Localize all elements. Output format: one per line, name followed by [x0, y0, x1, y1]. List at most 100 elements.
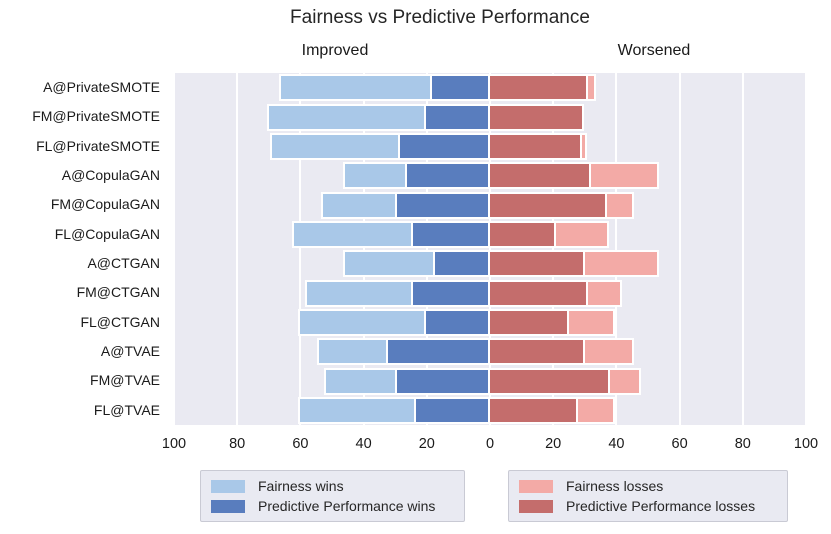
bar-segment-predictive-wins: [393, 191, 492, 219]
x-axis-ticks: 100 80 60 40 20 0 20 40 60 80 100: [162, 436, 818, 456]
gridline: [236, 73, 239, 425]
bar-segment-predictive-wins: [409, 220, 492, 248]
x-tick-label: 20: [545, 436, 562, 452]
bar-segment-predictive-wins: [383, 338, 492, 366]
legend-entry-predictive-wins: Predictive Performance wins: [211, 498, 454, 514]
bar-segment-predictive-losses: [488, 103, 584, 131]
x-tick-label: 20: [418, 436, 435, 452]
bar-segment-fairness-wins: [266, 103, 426, 131]
bar-segment-predictive-wins: [412, 396, 492, 424]
bar-segment-predictive-losses: [488, 74, 590, 102]
y-axis-label: FM@PrivateSMOTE: [32, 108, 160, 125]
gridline: [805, 73, 807, 425]
bar-segment-predictive-wins: [393, 367, 492, 395]
bar-segment-fairness-losses: [582, 338, 635, 366]
x-tick-label: 80: [734, 436, 751, 452]
y-axis-labels: A@PrivateSMOTE FM@PrivateSMOTE FL@PrivateS…: [0, 73, 166, 425]
y-axis-label: A@PrivateSMOTE: [43, 79, 160, 95]
bar-segment-fairness-wins: [292, 220, 413, 248]
bar-segment-predictive-wins: [396, 132, 492, 160]
legend-entry-fairness-losses: Fairness losses: [519, 478, 777, 494]
y-axis-label: A@TVAE: [100, 343, 160, 359]
gridline: [425, 73, 428, 425]
y-axis-label: FM@CTGAN: [76, 284, 160, 301]
gridline: [552, 73, 555, 425]
x-tick-label: 100: [161, 436, 187, 452]
y-axis-label: A@CTGAN: [87, 255, 160, 271]
bar-segment-predictive-wins: [427, 74, 492, 102]
gridline: [362, 73, 365, 425]
bar-segment-predictive-wins: [421, 103, 492, 131]
bar-segment-predictive-losses: [488, 279, 590, 307]
legend-losses: Fairness losses Predictive Performance l…: [508, 470, 788, 522]
bar-segment-predictive-losses: [488, 132, 584, 160]
bar-segment-predictive-losses: [488, 338, 587, 366]
worsened-label: Worsened: [617, 42, 691, 59]
x-tick-label: 40: [608, 436, 625, 452]
plot-area: [173, 73, 807, 425]
gridline: [741, 73, 744, 425]
gridline: [678, 73, 681, 425]
x-tick-label: 80: [229, 436, 246, 452]
bar-segment-predictive-losses: [488, 250, 587, 278]
predictive-wins-swatch: [211, 499, 245, 513]
bar-segment-fairness-losses: [566, 308, 616, 336]
bar-segment-predictive-losses: [488, 308, 571, 336]
y-axis-label: FL@CTGAN: [80, 313, 160, 330]
bar-segment-fairness-wins: [320, 191, 398, 219]
x-tick-label: 100: [793, 436, 819, 452]
y-axis-label: FM@TVAE: [90, 372, 160, 389]
chart-title: Fairness vs Predictive Performance: [290, 7, 590, 28]
bar-segment-fairness-losses: [585, 279, 622, 307]
legend-wins: Fairness wins Predictive Performance win…: [200, 470, 465, 522]
bar-segment-fairness-wins: [298, 308, 426, 336]
bar-segment-fairness-wins: [323, 367, 398, 395]
fairness-losses-swatch: [519, 479, 553, 493]
fairness-losses-label: Fairness losses: [566, 478, 664, 494]
bar-segment-predictive-losses: [487, 367, 613, 395]
gridline: [299, 73, 302, 425]
bar-segment-fairness-wins: [298, 396, 417, 424]
bar-segment-fairness-wins: [317, 338, 388, 366]
bar-segment-fairness-losses: [585, 74, 597, 102]
bar-segment-fairness-wins: [342, 250, 436, 278]
bar-segment-fairness-wins: [304, 279, 413, 307]
y-axis-label: A@CopulaGAN: [61, 167, 160, 183]
bar-segment-predictive-wins: [431, 250, 492, 278]
bar-segment-predictive-wins: [409, 279, 492, 307]
y-axis-label: FL@PrivateSMOTE: [36, 137, 160, 154]
bar-segment-fairness-losses: [576, 396, 616, 424]
gridline: [173, 73, 175, 425]
x-tick-label: 60: [671, 436, 688, 452]
bar-segment-predictive-wins: [421, 308, 492, 336]
bar-segment-fairness-losses: [554, 220, 609, 248]
bar-segment-fairness-losses: [604, 191, 635, 219]
x-tick-label: 40: [355, 436, 372, 452]
x-tick-label: 0: [485, 436, 495, 452]
bar-segment-predictive-losses: [488, 191, 609, 219]
x-tick-label: 60: [292, 436, 309, 452]
bar-segment-predictive-losses: [487, 396, 581, 424]
bar-segment-fairness-wins: [279, 74, 432, 102]
improved-label: Improved: [301, 42, 369, 59]
legend-entry-predictive-losses: Predictive Performance losses: [519, 498, 777, 514]
y-axis-label: FL@TVAE: [93, 401, 160, 418]
bar-segment-fairness-losses: [608, 367, 641, 395]
bar-segment-fairness-losses: [589, 162, 660, 190]
gridline: [615, 73, 618, 425]
bar-segment-predictive-wins: [402, 162, 492, 190]
legend-entry-fairness-wins: Fairness wins: [211, 478, 454, 494]
gridline: [489, 73, 491, 425]
bar-segment-fairness-losses: [582, 250, 660, 278]
bar-segment-fairness-wins: [342, 162, 407, 190]
fairness-wins-swatch: [211, 479, 245, 493]
bar-segment-predictive-losses: [487, 220, 559, 248]
y-axis-label: FM@CopulaGAN: [50, 196, 160, 213]
bar-segment-predictive-losses: [487, 162, 594, 190]
bar-segment-fairness-losses: [579, 132, 587, 160]
fairness-wins-label: Fairness wins: [258, 478, 344, 494]
y-axis-label: FL@CopulaGAN: [54, 225, 160, 242]
bar-segment-fairness-wins: [269, 132, 401, 160]
predictive-wins-label: Predictive Performance wins: [258, 498, 436, 514]
